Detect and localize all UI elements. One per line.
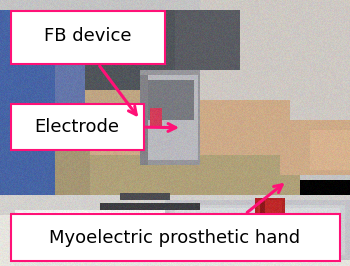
FancyBboxPatch shape bbox=[10, 104, 144, 150]
FancyBboxPatch shape bbox=[10, 11, 164, 64]
Text: FB device: FB device bbox=[44, 27, 131, 45]
Text: Myoelectric prosthetic hand: Myoelectric prosthetic hand bbox=[49, 228, 301, 247]
FancyBboxPatch shape bbox=[10, 214, 340, 261]
Text: Electrode: Electrode bbox=[35, 118, 119, 136]
